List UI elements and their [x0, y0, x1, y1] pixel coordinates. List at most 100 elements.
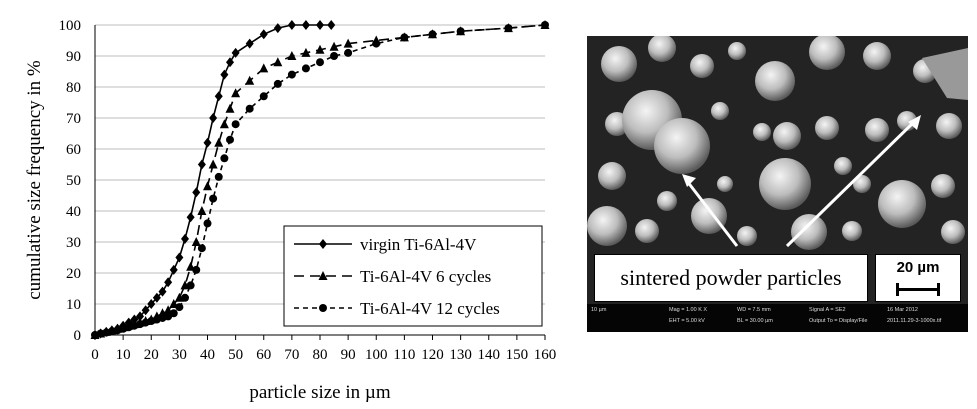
- series-3-point: [181, 293, 189, 302]
- series-1-point: [141, 305, 150, 316]
- series-1-point: [214, 91, 223, 102]
- legend-label-1: virgin Ti-6Al-4V: [360, 235, 477, 254]
- series-3-point: [330, 52, 339, 60]
- series-2-point: [197, 206, 207, 215]
- x-tick-label: 130: [449, 347, 472, 363]
- series-3-point: [245, 104, 254, 113]
- sem-footer: 10 µm Mag = 1.00 K X EHT = 5.00 kV WD = …: [587, 304, 968, 332]
- series-3: [91, 21, 549, 339]
- series-2-point: [259, 63, 269, 73]
- series-1-point: [209, 113, 218, 123]
- series-3-point: [259, 92, 268, 101]
- series-3-point: [220, 154, 229, 163]
- x-tick-label: 0: [91, 347, 99, 363]
- series-2-point: [208, 159, 218, 169]
- series-2-point: [231, 88, 241, 98]
- series-1-point: [226, 57, 234, 68]
- series-2-point: [214, 137, 224, 147]
- sem-footer-signal: Signal A = SE2: [809, 307, 846, 313]
- series-3-point: [226, 135, 234, 144]
- x-tick-label: 110: [393, 347, 415, 363]
- series-layer: [90, 20, 550, 340]
- series-1-point: [197, 159, 206, 170]
- legend: virgin Ti-6Al-4V Ti-6Al-4V 6 cycles Ti-6Al…: [283, 225, 543, 327]
- x-tick-label: 80: [313, 347, 328, 363]
- series-2-point: [245, 75, 255, 85]
- series-3-point: [203, 219, 212, 228]
- x-tick-label: 120: [421, 347, 444, 363]
- series-3-point: [344, 48, 353, 57]
- series-2-point: [301, 47, 311, 57]
- x-tick-label: 40: [200, 347, 215, 363]
- series-3-point: [175, 303, 184, 312]
- label-layer: 0 10 20 30 40 50 60 70 80 90 100 0 10 20 30 40 50 60 70 80 9…: [24, 18, 556, 403]
- series-2-point: [343, 38, 353, 48]
- sintered-agglomerate: [922, 48, 968, 100]
- series-1-point: [231, 47, 240, 58]
- series-2-point: [203, 181, 212, 191]
- series-1-point: [287, 20, 296, 30]
- y-tick-label: 10: [66, 297, 81, 313]
- x-tick-label: 100: [365, 347, 388, 363]
- series-1-point: [175, 252, 184, 263]
- series-3-point: [541, 21, 549, 29]
- series-1-point: [147, 299, 156, 309]
- grid-layer: [95, 24, 545, 336]
- y-tick-label: 0: [74, 328, 82, 344]
- sem-footer-file: 2011.11.29-3-1000x.tif: [887, 318, 942, 324]
- series-3-point: [197, 244, 206, 253]
- x-tick-label: 30: [172, 347, 187, 363]
- series-3-point: [428, 30, 437, 39]
- series-3-point: [214, 172, 223, 181]
- series-3-point: [316, 58, 324, 67]
- x-tick-label: 20: [144, 347, 159, 363]
- sem-footer-wd: WD = 7.5 mm: [737, 307, 771, 313]
- sem-footer-date: 16 Mar 2012: [887, 307, 918, 313]
- series-1-point: [158, 286, 167, 297]
- x-axis-title: particle size in µm: [249, 382, 390, 403]
- y-tick-label: 30: [66, 235, 81, 251]
- legend-marker-2: [318, 271, 328, 280]
- y-tick-label: 90: [66, 49, 81, 65]
- series-2-point: [315, 44, 325, 54]
- y-tick-label: 80: [66, 80, 81, 96]
- series-1-point: [136, 311, 144, 322]
- series-1-point: [301, 20, 310, 30]
- y-tick-label: 50: [66, 173, 81, 189]
- series-1-point: [192, 187, 201, 198]
- sem-caption: sintered powder particles: [594, 254, 868, 302]
- y-tick-label: 20: [66, 266, 81, 282]
- series-2-point: [219, 119, 229, 129]
- y-tick-label: 100: [59, 18, 82, 34]
- sem-footer-eht: EHT = 5.00 kV: [669, 318, 705, 324]
- series-1-point: [273, 23, 282, 34]
- series-2-point: [287, 51, 297, 60]
- series-1-point: [164, 277, 173, 288]
- x-tick-label: 70: [284, 347, 299, 363]
- x-tick-label: 160: [534, 347, 557, 363]
- sem-footer-mag: Mag = 1.00 K X: [669, 307, 708, 313]
- series-1-point: [186, 212, 195, 223]
- y-tick-label: 60: [66, 142, 81, 158]
- series-1-point: [316, 20, 324, 30]
- x-tick-label: 10: [116, 347, 131, 363]
- series-3-point: [287, 70, 296, 79]
- x-tick-label: 140: [478, 347, 501, 363]
- y-axis-title: cumulative size frequency in %: [24, 60, 45, 300]
- series-1-point: [203, 137, 212, 148]
- sem-footer-scale: 10 µm: [591, 307, 607, 313]
- x-tick-label: 60: [256, 347, 271, 363]
- legend-marker-3: [319, 304, 327, 312]
- series-1-point: [181, 233, 189, 244]
- series-3-point: [456, 27, 465, 36]
- sem-micrograph: sintered powder particles 20 µm 10 µm Ma…: [587, 36, 968, 332]
- series-2-point: [273, 57, 283, 67]
- y-tick-label: 70: [66, 111, 81, 127]
- series-1-point: [169, 264, 178, 275]
- legend-label-3: Ti-6Al-4V 12 cycles: [360, 299, 500, 318]
- series-3-point: [301, 64, 310, 73]
- particle-size-chart: 0 10 20 30 40 50 60 70 80 90 100 0 10 20 30 40 50 60 70 80 9…: [24, 18, 556, 403]
- scale-bar-label: 20 µm: [896, 259, 940, 276]
- series-1-point: [245, 38, 254, 49]
- scale-bar: 20 µm: [875, 254, 961, 302]
